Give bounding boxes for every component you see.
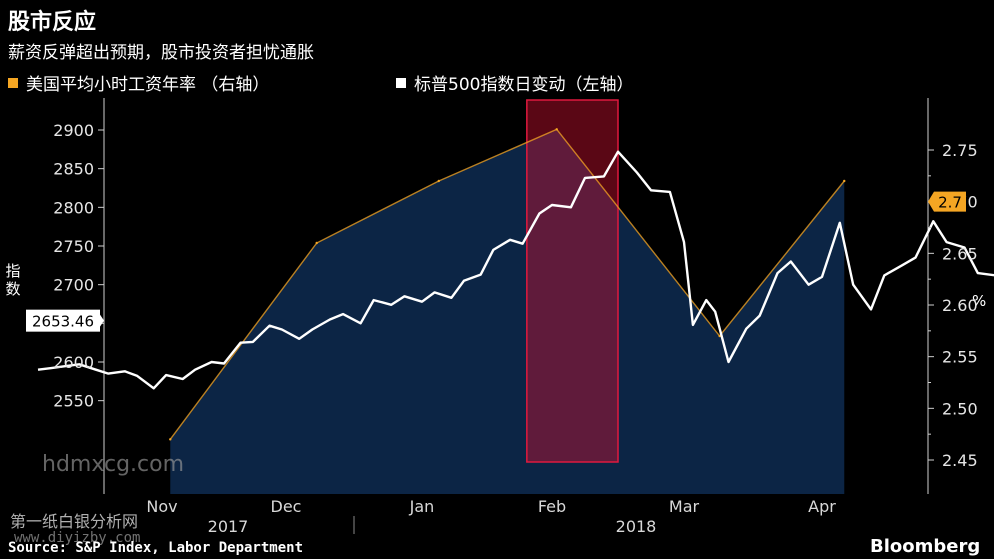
right-tick-label: 2.60 xyxy=(942,296,978,315)
left-axis-label: 指数 xyxy=(5,262,21,298)
x-year-label: 2017 xyxy=(208,517,249,536)
watermark-url: www.diyizby.com xyxy=(14,530,141,546)
left-tick-label: 2550 xyxy=(53,392,94,411)
current-sp500-pointer xyxy=(100,314,104,327)
wage-point xyxy=(843,179,846,183)
current-wage-value: 2.7 xyxy=(938,194,962,212)
left-tick-label: 2600 xyxy=(53,353,94,372)
x-tick-label: Feb xyxy=(538,497,566,516)
legend-label-sp500: 标普500指数日变动（左轴） xyxy=(414,75,634,95)
x-tick-label: Jan xyxy=(409,497,435,516)
x-tick-label: Mar xyxy=(669,497,700,516)
wage-area xyxy=(170,129,845,495)
left-tick-label: 2750 xyxy=(53,237,94,256)
wage-point xyxy=(169,438,172,441)
legend-swatch-wages xyxy=(8,77,18,88)
right-tick-label: 2.55 xyxy=(942,348,978,367)
left-tick-label: 2900 xyxy=(53,121,94,140)
legend-label-wages: 美国平均小时工资年率 （右轴） xyxy=(26,75,270,95)
right-tick-label: 2.45 xyxy=(942,451,978,470)
highlight-band xyxy=(526,99,619,463)
x-tick-label: Nov xyxy=(146,497,177,516)
chart-subtitle: 薪资反弹超出预期，股市投资者担忧通胀 xyxy=(8,43,314,63)
chart-title: 股市反应 xyxy=(8,10,97,35)
right-axis-label: % xyxy=(972,292,987,310)
wage-line xyxy=(169,128,845,440)
legend-item-sp500: 标普500指数日变动（左轴） xyxy=(396,70,633,95)
current-sp500-value: 2653.46 xyxy=(32,313,94,331)
left-tick-label: 2700 xyxy=(53,276,94,295)
x-tick-label: Dec xyxy=(271,497,302,516)
current-sp500-badge xyxy=(26,309,100,332)
right-tick-label: 2.75 xyxy=(942,141,978,160)
legend-item-wages: 美国平均小时工资年率 （右轴） xyxy=(8,70,269,95)
left-tick-label: 2850 xyxy=(53,160,94,179)
watermark-site: hdmxcg.com xyxy=(42,452,185,477)
x-year-label: 2018 xyxy=(616,517,657,536)
sp500-line xyxy=(37,150,994,390)
x-tick-label: Apr xyxy=(808,497,836,516)
legend-swatch-sp500 xyxy=(396,77,406,88)
left-tick-label: 2800 xyxy=(53,198,94,217)
wage-point xyxy=(718,334,721,338)
wage-point xyxy=(555,128,558,131)
right-tick-label: 2.65 xyxy=(942,244,978,263)
wage-point xyxy=(437,179,440,183)
brand-logo: Bloomberg xyxy=(870,536,981,557)
current-wage-badge xyxy=(928,191,966,212)
wage-point xyxy=(315,241,318,245)
watermark-name: 第一纸白银分析网 xyxy=(10,512,139,531)
right-tick-label: 2.50 xyxy=(942,399,978,418)
source-note: Source: S&P Index, Labor Department xyxy=(8,540,304,556)
